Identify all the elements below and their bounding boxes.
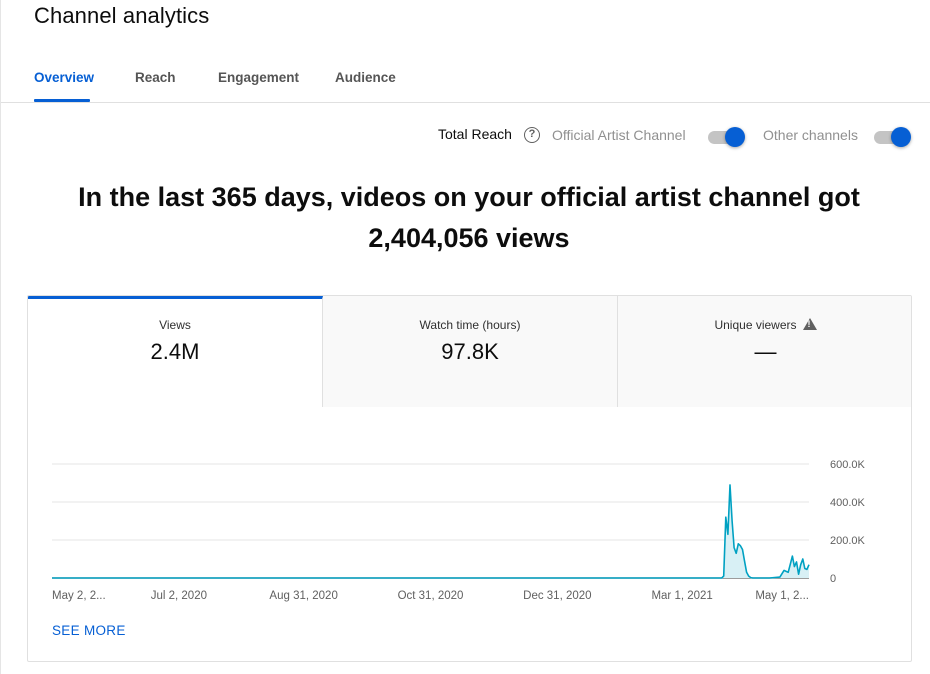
x-tick-label: Jul 2, 2020 <box>151 590 207 602</box>
metric-label: Unique viewers <box>714 318 797 332</box>
x-tick-label: Dec 31, 2020 <box>523 590 591 602</box>
tab-audience[interactable]: Audience <box>335 70 396 85</box>
metric-value: 97.8K <box>441 339 499 364</box>
metric-value: — <box>754 339 777 364</box>
metric-tab-views[interactable]: Views 2.4M <box>28 296 323 407</box>
official-artist-channel-label: Official Artist Channel <box>552 127 686 143</box>
tab-overview[interactable]: Overview <box>34 70 95 85</box>
toggle-knob <box>725 127 745 147</box>
reach-filter-bar: Total Reach ? Official Artist Channel Ot… <box>1 126 930 148</box>
x-tick-label: Aug 31, 2020 <box>269 590 337 602</box>
help-circle-icon[interactable]: ? <box>524 127 540 143</box>
tab-bar: Overview Reach Engagement Audience <box>1 60 930 103</box>
y-tick-label: 400.0K <box>830 497 866 509</box>
x-tick-label: May 1, 2... <box>755 590 809 602</box>
headline-line-1: In the last 365 days, videos on your off… <box>78 182 860 212</box>
page-title: Channel analytics <box>34 3 210 28</box>
metric-label-row: Unique viewers <box>618 318 911 332</box>
tab-reach[interactable]: Reach <box>135 70 176 85</box>
metric-tab-unique-viewers[interactable]: Unique viewers — <box>618 296 911 407</box>
headline-line-2: 2,404,056 views <box>368 223 570 253</box>
x-tick-label: May 2, 2... <box>52 590 106 602</box>
views-series-area <box>52 484 809 578</box>
active-tab-indicator <box>34 99 90 102</box>
x-tick-label: Mar 1, 2021 <box>651 590 712 602</box>
views-headline: In the last 365 days, videos on your off… <box>1 177 930 259</box>
metric-label: Watch time (hours) <box>419 318 521 332</box>
y-tick-label: 200.0K <box>830 535 866 547</box>
other-channels-toggle[interactable] <box>874 127 912 147</box>
metric-label: Views <box>159 318 191 332</box>
toggle-knob <box>891 127 911 147</box>
metric-tab-watch-time[interactable]: Watch time (hours) 97.8K <box>323 296 618 407</box>
y-tick-label: 0 <box>830 573 836 585</box>
warning-triangle-icon[interactable] <box>802 318 817 330</box>
official-artist-channel-toggle[interactable] <box>708 127 746 147</box>
x-tick-label: Oct 31, 2020 <box>398 590 464 602</box>
metrics-card: Views 2.4M Watch time (hours) 97.8K Uniq… <box>27 295 912 662</box>
metric-value: 2.4M <box>150 339 200 364</box>
other-channels-label: Other channels <box>763 127 858 143</box>
views-chart: 0 200.0K 400.0K 600.0K May 2, 2... Jul 2, 202… <box>52 459 866 602</box>
tab-engagement[interactable]: Engagement <box>218 70 300 85</box>
see-more-link[interactable]: SEE MORE <box>52 623 126 638</box>
y-tick-label: 600.0K <box>830 459 866 471</box>
total-reach-label: Total Reach <box>438 126 512 142</box>
views-series-line <box>52 484 810 579</box>
